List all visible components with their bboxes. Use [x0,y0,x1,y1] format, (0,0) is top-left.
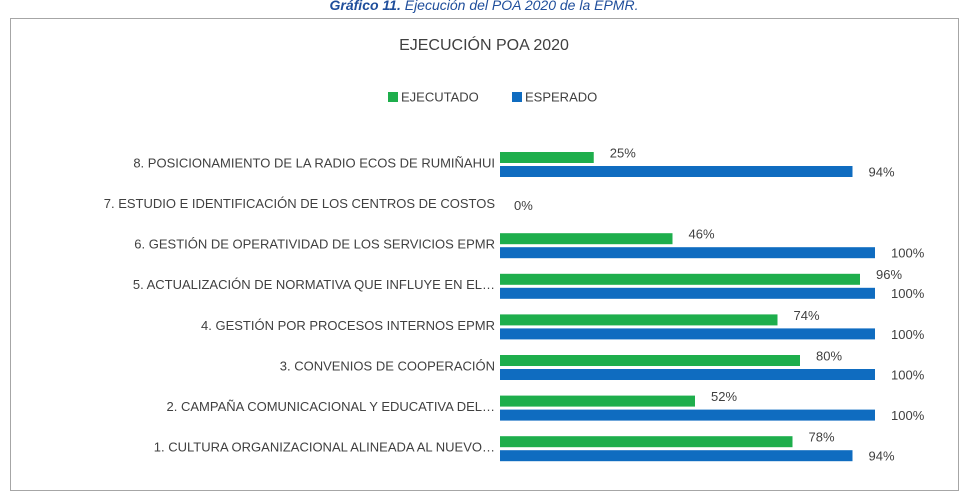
legend-swatch [512,92,522,102]
bar [500,369,875,380]
value-label: 0% [514,198,533,213]
bar [500,166,853,177]
caption: Gráfico 11. Ejecución del POA 2020 de la… [330,0,639,13]
category-label: 6. GESTIÓN DE OPERATIVIDAD DE LOS SERVIC… [134,237,495,252]
value-label: 100% [891,286,925,301]
category-label: 1. CULTURA ORGANIZACIONAL ALINEADA AL NU… [154,440,495,455]
bar [500,233,673,245]
category-label: 3. CONVENIOS DE COOPERACIÓN [280,358,495,373]
bar [500,395,695,407]
category-label: 5. ACTUALIZACIÓN DE NORMATIVA QUE INFLUY… [133,277,495,292]
bar [500,328,875,340]
value-label: 74% [794,308,820,323]
value-label: 94% [869,164,895,179]
value-label: 100% [891,408,925,423]
value-label: 100% [891,367,925,382]
caption-label: Gráfico 11. [330,0,401,13]
value-label: 25% [610,145,636,160]
bar [500,355,800,366]
legend-label: ESPERADO [525,89,597,104]
bar [500,409,875,421]
value-label: 46% [689,227,715,242]
legend-swatch [388,92,398,102]
value-label: 52% [711,389,737,404]
bar [500,152,594,163]
caption-text: Ejecución del POA 2020 de la EPMR. [405,0,639,13]
value-label: 100% [891,327,925,342]
category-label: 7. ESTUDIO E IDENTIFICACIÓN DE LOS CENTR… [104,196,496,211]
category-label: 2. CAMPAÑA COMUNICACIONAL Y EDUCATIVA DE… [167,399,495,414]
category-label: 8. POSICIONAMIENTO DE LA RADIO ECOS DE R… [133,155,495,170]
bar [500,450,853,462]
bar [500,436,793,448]
chart-title: EJECUCIÓN POA 2020 [399,35,569,54]
value-label: 94% [869,449,895,464]
bar [500,287,875,299]
bar [500,247,875,259]
category-label: 4. GESTIÓN POR PROCESOS INTERNOS EPMR [201,318,495,333]
value-label: 96% [876,267,902,282]
bar [500,273,860,285]
legend-label: EJECUTADO [401,89,479,104]
bar [500,314,778,326]
value-label: 80% [816,348,842,363]
value-label: 100% [891,246,925,261]
value-label: 78% [809,430,835,445]
